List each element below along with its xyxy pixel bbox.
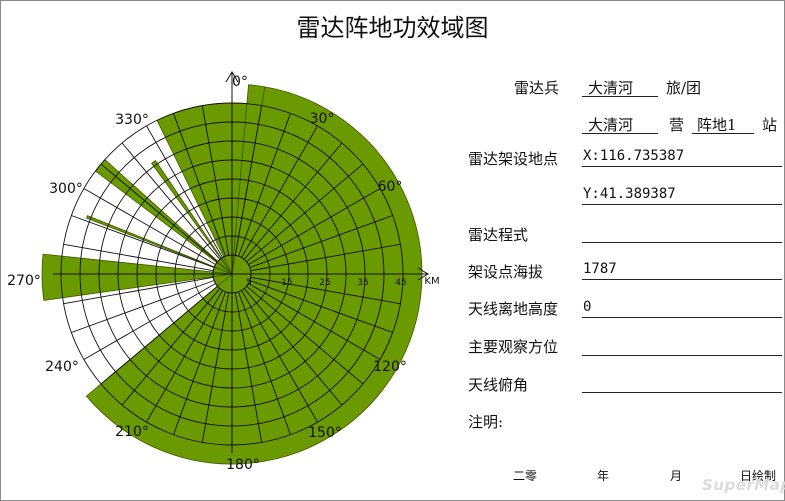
radial-spoke [146, 290, 223, 423]
coverage-sector [86, 215, 233, 275]
main-direction-label: 主要观察方位 [468, 338, 559, 356]
battalion-value: 大清河 [588, 116, 634, 134]
coverage-sector [151, 160, 233, 275]
battalion-underline [582, 133, 658, 134]
radial-spoke [173, 113, 226, 257]
radial-spoke [243, 142, 343, 260]
radial-spoke [248, 188, 381, 265]
distance-label: 5 [246, 278, 252, 288]
radial-spoke [238, 113, 291, 257]
direction-label: 120° [373, 359, 407, 375]
radial-spoke [71, 280, 215, 333]
radar-unit-label: 雷达兵 [514, 79, 560, 97]
radial-spoke [234, 292, 263, 443]
unit-label: KM [424, 276, 439, 287]
radial-spoke [249, 215, 393, 268]
brigade-underline [582, 96, 658, 97]
footer-day-drawn: 日绘制 [740, 469, 777, 483]
direction-label: 150° [308, 425, 342, 441]
direction-label: 210° [115, 424, 149, 440]
radar-type-label: 雷达程式 [468, 226, 529, 244]
brigade-value: 大清河 [588, 79, 634, 97]
antenna-pitch-label: 天线俯角 [468, 376, 529, 394]
y-coordinate-value: Y:41.389387 [583, 186, 676, 202]
site-label: 雷达架设地点 [468, 150, 559, 168]
radial-spoke [100, 163, 218, 263]
north-arrow-icon [225, 71, 239, 83]
east-arrow-icon [417, 267, 429, 281]
radial-spoke [246, 285, 364, 385]
distance-label: 35 [357, 278, 368, 288]
station-suffix: 站 [762, 116, 778, 134]
antenna-height-value: 0 [583, 299, 592, 315]
distance-label: 25 [319, 278, 330, 288]
radial-spoke [71, 215, 215, 268]
radial-spoke [201, 292, 230, 443]
antenna-height-label: 天线离地高度 [468, 300, 559, 318]
direction-labels: 0° 30° 60° 120° 150° 180° 210° 240° 270° 300° 330° [7, 74, 407, 473]
note-label: 注明: [468, 413, 504, 431]
position-value: 阵地1 [697, 116, 737, 134]
direction-label: 330° [115, 112, 149, 128]
altitude-underline [582, 279, 782, 280]
radial-spoke [241, 290, 318, 423]
radial-spoke [234, 105, 263, 256]
antenna-height-underline [582, 317, 782, 318]
altitude-label: 架设点海拔 [468, 263, 544, 281]
direction-label: 300° [49, 181, 83, 197]
battalion-suffix: 营 [669, 116, 685, 134]
radial-spoke [249, 280, 393, 333]
radar-type-underline [582, 242, 782, 243]
distance-label: 45 [395, 278, 406, 288]
footer-month: 月 [670, 469, 683, 483]
page-title: 雷达阵地功效域图 [296, 14, 489, 42]
radial-spoke [63, 243, 214, 272]
position-underline [692, 133, 754, 134]
radial-spoke [83, 188, 216, 265]
radial-spoke [250, 276, 401, 305]
distance-label: 15 [281, 278, 292, 288]
direction-label: 30° [310, 111, 335, 127]
radial-spoke [250, 243, 401, 272]
radial-spoke [201, 105, 230, 256]
main-direction-underline [582, 355, 782, 356]
direction-label: 270° [7, 273, 41, 289]
antenna-pitch-underline [582, 392, 782, 393]
direction-label: 0° [232, 74, 248, 90]
x-coordinate-value: X:116.735387 [583, 148, 685, 164]
radial-spoke [173, 291, 226, 435]
radar-coverage-diagram: 0° 30° 60° 120° 150° 180° 210° 240° 270° 300° 330°… [7, 71, 440, 473]
radial-spoke [100, 285, 218, 385]
radial-spoke [146, 125, 223, 258]
polar-axes [53, 71, 429, 453]
altitude-value: 1787 [583, 261, 617, 277]
distance-labels: 5 15 25 35 45 KM [246, 276, 439, 288]
radial-spoke [248, 283, 381, 360]
brigade-suffix: 旅/团 [666, 79, 702, 97]
direction-label: 240° [45, 359, 79, 375]
radial-spoke [83, 283, 216, 360]
footer-year: 年 [597, 469, 610, 483]
direction-label: 180° [226, 457, 260, 473]
radial-spoke [241, 125, 318, 258]
radial-spoke [246, 163, 364, 263]
radial-spoke [243, 288, 343, 406]
radial-spoke [63, 276, 214, 305]
footer-year-prefix: 二零 [513, 469, 538, 483]
y-coordinate-underline [582, 204, 782, 205]
radial-spoke [238, 291, 291, 435]
supermap-watermark: SuperMap [702, 476, 785, 494]
x-coordinate-underline [582, 166, 782, 167]
radial-spoke [121, 142, 221, 260]
radial-spoke [121, 288, 221, 406]
direction-label: 60° [378, 179, 403, 195]
